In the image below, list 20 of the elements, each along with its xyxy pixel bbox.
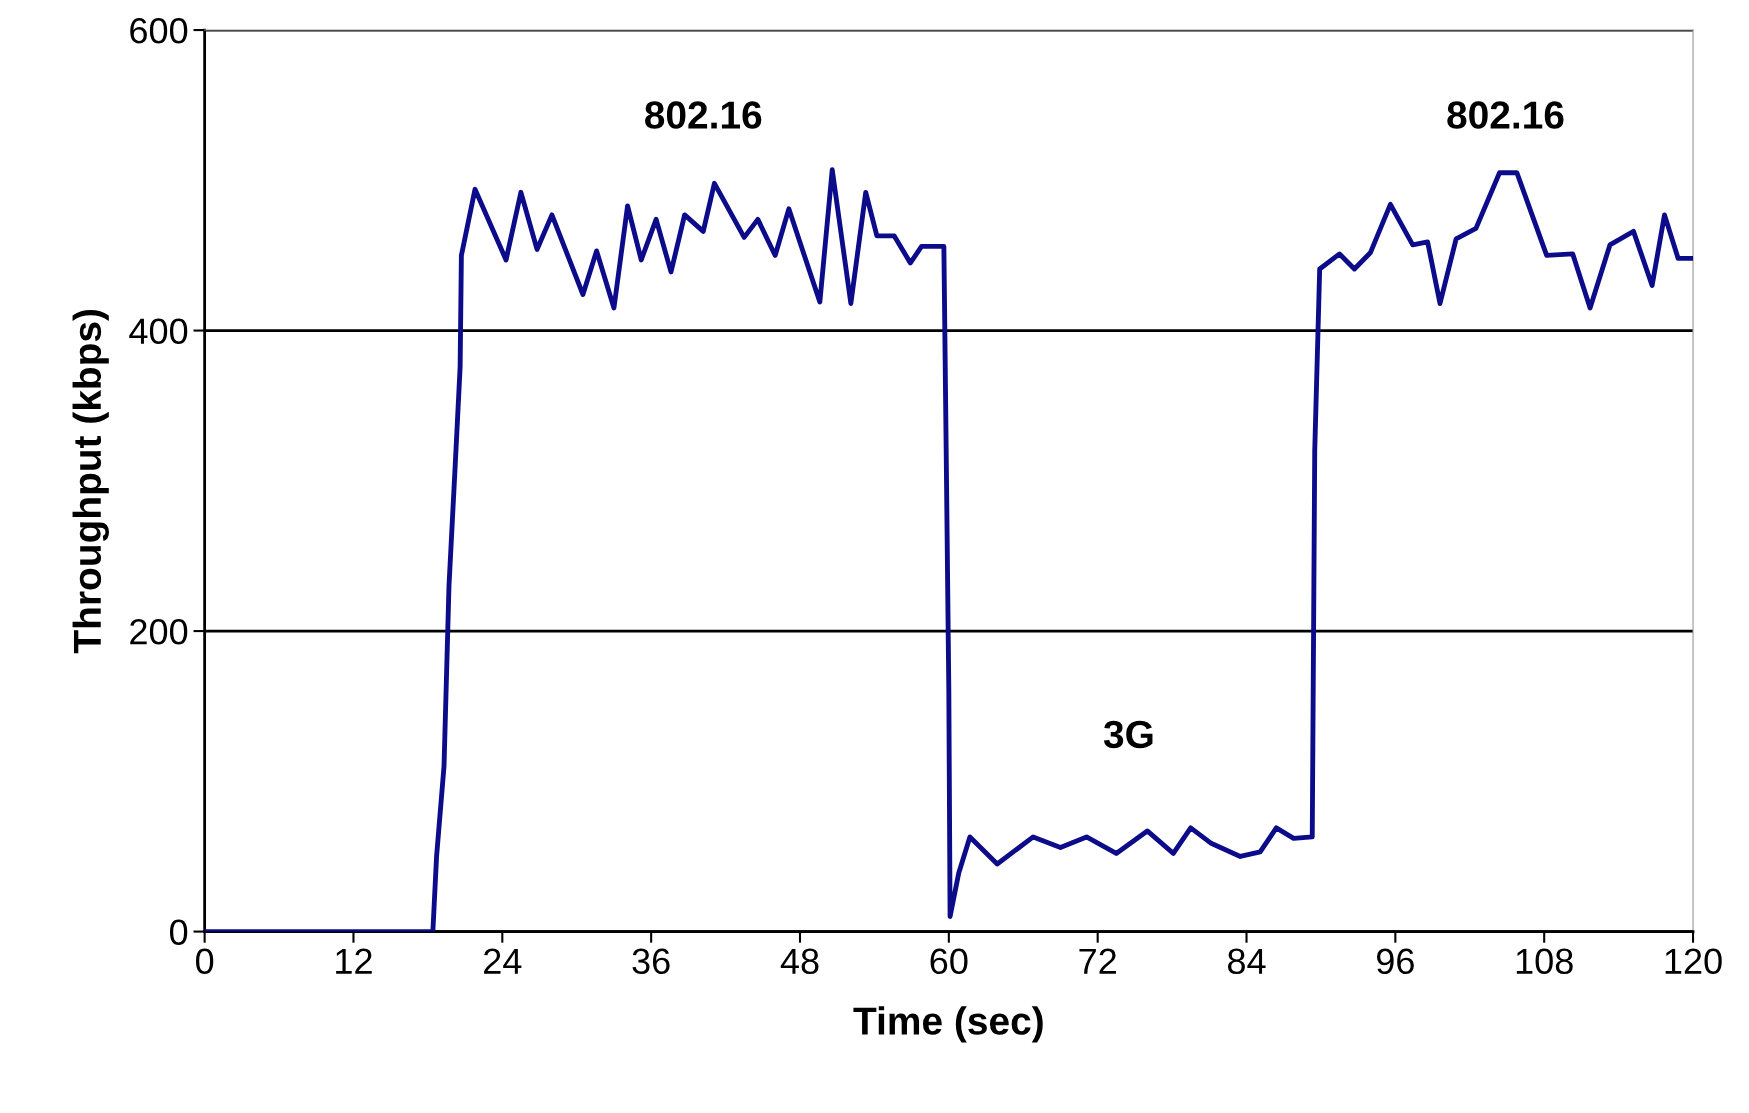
x-tick-label: 48 bbox=[780, 948, 819, 975]
x-tick-label: 12 bbox=[336, 948, 372, 974]
x-tick-label: 72 bbox=[1079, 948, 1116, 974]
x-tick-label: 108 bbox=[1516, 948, 1573, 975]
x-tick-label: 84 bbox=[1228, 948, 1266, 975]
annotation: 802.16 bbox=[1447, 101, 1564, 129]
x-tick-label: 120 bbox=[1665, 948, 1722, 975]
y-tick-label: 600 bbox=[130, 17, 188, 44]
x-tick-label: 0 bbox=[196, 948, 214, 975]
x-tick-label: 24 bbox=[484, 948, 522, 974]
annotation: 3G bbox=[1103, 720, 1153, 749]
x-tick-label: 36 bbox=[632, 948, 670, 975]
y-axis-title: Throughput (kbps) bbox=[72, 309, 109, 654]
annotation: 802.16 bbox=[645, 101, 762, 129]
x-tick-label: 96 bbox=[1376, 948, 1414, 975]
x-axis-title: Time (sec) bbox=[853, 1006, 1043, 1043]
y-tick-label: 400 bbox=[129, 318, 188, 344]
x-tick-label: 60 bbox=[930, 948, 968, 975]
y-tick-label: 200 bbox=[130, 618, 188, 645]
y-tick-label: 0 bbox=[169, 919, 188, 946]
